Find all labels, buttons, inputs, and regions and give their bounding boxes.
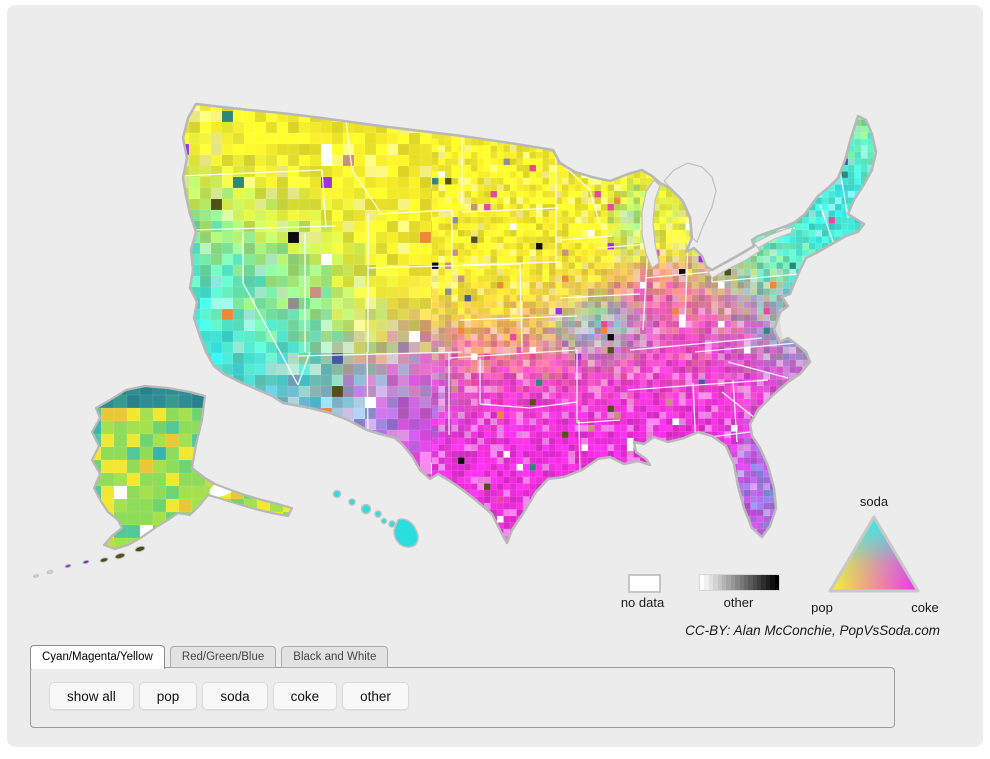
- triangle-coke-label: coke: [911, 600, 939, 615]
- other-label: other: [723, 595, 754, 610]
- cmy-triangle-icon: [828, 515, 920, 593]
- triangle-soda-label: soda: [859, 494, 889, 509]
- tab-cyan-magenta-yellow[interactable]: Cyan/Magenta/Yellow: [30, 645, 165, 669]
- filter-panel: show all pop soda coke other: [30, 667, 895, 728]
- soda-button[interactable]: soda: [202, 682, 268, 710]
- filter-button-row: show all pop soda coke other: [49, 682, 409, 710]
- no-data-swatch: [628, 574, 661, 593]
- show-all-button[interactable]: show all: [49, 682, 134, 710]
- other-button[interactable]: other: [342, 682, 409, 710]
- other-gradient-swatch: [699, 574, 780, 591]
- no-data-label: no data: [620, 595, 665, 610]
- color-scheme-tabs: Cyan/Magenta/Yellow Red/Green/Blue Black…: [30, 645, 393, 669]
- attribution: CC-BY: Alan McConchie, PopVsSoda.com: [685, 623, 940, 638]
- coke-button[interactable]: coke: [272, 682, 338, 710]
- pop-button[interactable]: pop: [138, 682, 198, 710]
- tab-black-and-white[interactable]: Black and White: [281, 646, 389, 668]
- tab-red-green-blue[interactable]: Red/Green/Blue: [169, 646, 277, 668]
- ternary-legend-triangle: [826, 512, 922, 596]
- triangle-pop-label: pop: [811, 600, 833, 615]
